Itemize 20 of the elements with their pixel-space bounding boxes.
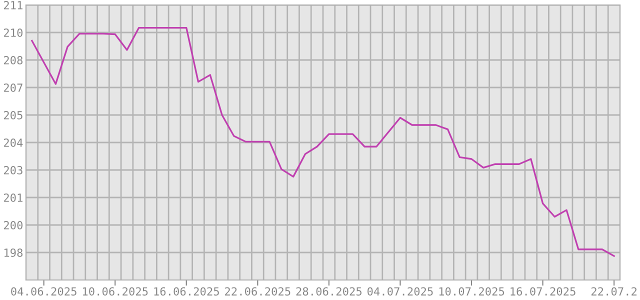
y-tick-label: 208	[4, 56, 23, 64]
x-tick-label: 04.06.2025	[11, 287, 76, 296]
y-tick-label: 200	[4, 221, 22, 230]
y-tick-label: 204	[4, 138, 23, 147]
y-tick-label: 210	[4, 28, 22, 37]
y-tick-label: 198	[4, 248, 23, 257]
x-tick-label: 28.06.2025	[296, 287, 362, 296]
y-tick-label: 205	[4, 111, 22, 120]
x-tick-label: 16.06.2025	[154, 287, 219, 296]
x-tick-label: 22.07.2	[591, 287, 637, 296]
y-tick-label: 203	[4, 166, 22, 174]
line-series	[31, 26, 615, 257]
y-tick-label: 211	[4, 1, 22, 10]
y-tick-label: 207	[4, 84, 22, 92]
x-tick-label: 22.06.2025	[225, 287, 290, 296]
x-tick-label: 10.07.2025	[439, 287, 504, 296]
x-tick-label: 16.07.2025	[510, 287, 576, 296]
y-tick-label: 201	[4, 194, 22, 202]
x-tick-label: 10.06.2025	[82, 287, 148, 296]
x-tick-label: 04.07.2025	[367, 287, 433, 296]
